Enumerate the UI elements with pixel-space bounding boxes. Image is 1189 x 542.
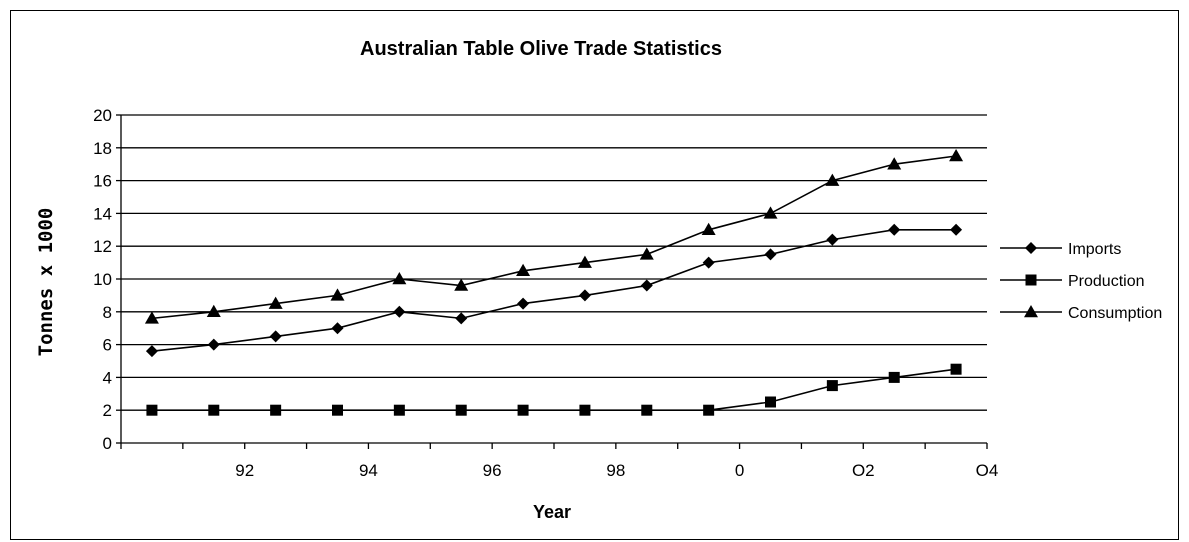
data-point-production <box>703 404 715 416</box>
data-point-consumption <box>949 149 964 162</box>
data-point-consumption <box>392 272 407 285</box>
y-tick-label: 10 <box>93 270 112 289</box>
y-axis-title: Tonnes x 1000 <box>35 208 57 357</box>
data-point-imports <box>888 223 901 236</box>
data-point-imports <box>455 312 468 325</box>
data-point-production <box>270 404 282 416</box>
x-tick-label: 96 <box>483 461 502 480</box>
data-point-consumption <box>516 263 531 277</box>
data-point-production <box>888 371 900 383</box>
chart-title: Australian Table Olive Trade Statistics <box>360 38 722 60</box>
axes-layer: 0 2 4 6 8 10 12 14 16 18 20 92 94 96 98 0 O2 O4 <box>93 106 998 480</box>
data-point-imports <box>640 279 653 292</box>
data-point-imports <box>145 345 158 358</box>
legend: Imports Production Consumption <box>1000 241 1162 322</box>
data-point-consumption <box>144 311 159 324</box>
data-point-consumption <box>206 304 221 318</box>
y-tick-label: 12 <box>93 237 112 256</box>
data-point-consumption <box>330 288 345 301</box>
data-point-imports <box>331 322 344 335</box>
data-point-consumption <box>763 206 778 219</box>
y-tick-label: 0 <box>103 434 112 453</box>
x-axis-title: Year <box>533 502 571 522</box>
grid-layer <box>121 114 987 411</box>
data-point-production <box>641 404 653 416</box>
legend-label-production: Production <box>1068 273 1145 290</box>
data-point-consumption <box>887 157 902 170</box>
data-point-production <box>517 404 529 416</box>
data-point-imports <box>702 256 715 269</box>
data-point-consumption <box>577 255 592 268</box>
chart-frame <box>10 10 1179 540</box>
x-tick-label: O2 <box>852 461 875 480</box>
y-tick-label: 8 <box>103 303 112 322</box>
data-point-production <box>393 404 405 416</box>
data-point-imports <box>517 297 530 310</box>
series-line-production <box>151 368 957 412</box>
data-point-imports <box>207 338 220 351</box>
data-point-production <box>579 404 591 416</box>
x-tick-label: 98 <box>606 461 625 480</box>
y-tick-label: 16 <box>93 172 112 191</box>
x-tick-label: 92 <box>235 461 254 480</box>
data-point-consumption <box>701 222 716 236</box>
legend-marker-imports <box>1025 242 1037 254</box>
data-point-consumption <box>639 247 654 260</box>
x-tick-label: 0 <box>735 461 744 480</box>
data-point-production <box>765 396 776 408</box>
data-point-imports <box>393 305 406 318</box>
y-tick-label: 20 <box>93 106 112 125</box>
data-point-imports <box>578 289 591 302</box>
x-tick-label: 94 <box>359 461 378 480</box>
y-tick-label: 4 <box>103 368 112 387</box>
data-point-imports <box>764 248 777 261</box>
data-point-imports <box>950 223 963 236</box>
y-tick-label: 14 <box>93 204 112 223</box>
data-point-consumption <box>454 278 469 291</box>
legend-marker-production <box>1025 274 1037 286</box>
legend-item-production: Production <box>1000 273 1145 290</box>
series-line-imports <box>151 229 957 352</box>
data-point-production <box>455 404 467 416</box>
legend-item-imports: Imports <box>1000 241 1121 258</box>
data-point-production <box>332 404 343 416</box>
x-tick-label: O4 <box>976 461 999 480</box>
data-point-consumption <box>825 173 840 186</box>
data-point-production <box>146 404 158 416</box>
data-point-imports <box>269 330 282 343</box>
legend-label-consumption: Consumption <box>1068 305 1162 322</box>
y-tick-label: 2 <box>103 401 112 420</box>
data-point-production <box>826 380 838 392</box>
data-point-consumption <box>268 296 283 309</box>
legend-label-imports: Imports <box>1068 241 1121 258</box>
y-tick-label: 18 <box>93 139 112 158</box>
legend-marker-consumption <box>1024 305 1038 318</box>
series-line-consumption <box>151 155 957 320</box>
data-point-imports <box>826 233 839 246</box>
y-tick-label: 6 <box>103 336 112 355</box>
data-point-production <box>950 363 962 375</box>
data-point-production <box>208 404 220 416</box>
series-layer <box>144 149 964 416</box>
legend-item-consumption: Consumption <box>1000 305 1162 322</box>
